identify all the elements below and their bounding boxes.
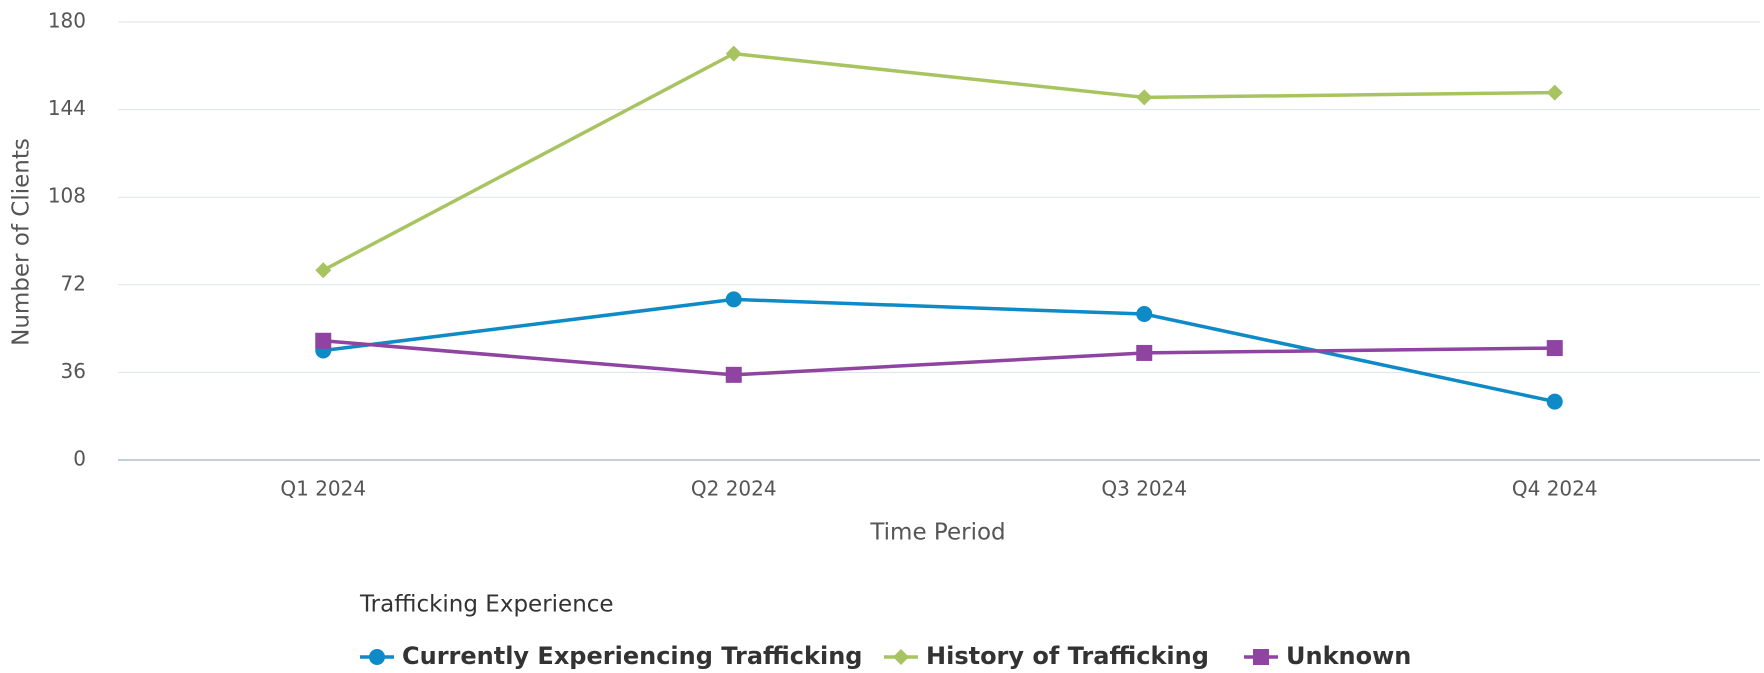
y-tick-label: 108	[48, 184, 86, 208]
legend-label: Currently Experiencing Trafficking	[402, 642, 862, 670]
data-point	[1136, 306, 1153, 322]
y-tick-label: 180	[48, 9, 86, 33]
data-point	[315, 262, 332, 279]
y-tick-label: 36	[61, 359, 86, 383]
series-line	[322, 51, 1555, 272]
data-point	[1136, 89, 1153, 106]
x-tick-label: Q3 2024	[1101, 477, 1187, 501]
x-tick-label: Q2 2024	[691, 477, 777, 501]
y-tick-label: 72	[61, 271, 86, 295]
y-tick-label: 144	[48, 96, 86, 120]
data-point	[315, 332, 332, 349]
data-point	[725, 366, 742, 383]
data-point	[1136, 344, 1153, 361]
series-line	[323, 297, 1556, 404]
data-point	[1546, 393, 1563, 410]
legend-label: History of Trafficking	[926, 642, 1209, 670]
x-tick-label: Q4 2024	[1512, 477, 1598, 501]
y-axis-title: Number of Clients	[9, 138, 35, 346]
legend-marker	[369, 649, 385, 665]
data-point	[1546, 84, 1563, 101]
y-tick-label: 0	[73, 447, 86, 471]
data-point	[1546, 340, 1563, 357]
x-tick-label: Q1 2024	[280, 477, 366, 501]
data-point	[725, 291, 742, 308]
legend-marker	[1253, 649, 1269, 665]
legend-label: Unknown	[1286, 642, 1411, 670]
data-point	[725, 45, 742, 62]
legend-title: Trafficking Experience	[359, 592, 614, 618]
x-axis-title: Time Period	[869, 520, 1005, 546]
legend-marker	[893, 649, 909, 665]
series-line	[323, 339, 1555, 377]
